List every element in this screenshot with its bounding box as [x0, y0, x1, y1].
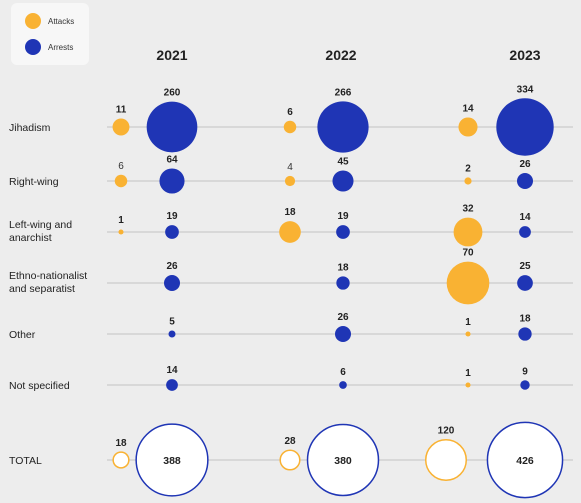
- total-arrests-value-label: 380: [334, 455, 352, 467]
- arrests-value-label: 26: [166, 261, 178, 272]
- arrests-value-label: 260: [164, 88, 181, 99]
- attacks-bubble: [112, 118, 130, 136]
- arrests-bubble: [159, 168, 185, 194]
- category-label: and separatist: [9, 283, 75, 295]
- arrests-bubble: [146, 101, 198, 153]
- arrests-bubble: [518, 327, 532, 341]
- year-header-2022: 2022: [325, 47, 356, 63]
- arrests-bubble: [339, 381, 347, 389]
- arrests-value-label: 9: [522, 366, 528, 377]
- arrests-value-label: 25: [519, 261, 531, 272]
- arrests-bubble: [336, 225, 350, 239]
- category-label: Right-wing: [9, 176, 59, 188]
- arrests-value-label: 266: [335, 87, 352, 98]
- arrests-bubble: [163, 274, 181, 292]
- arrests-bubble: [520, 380, 530, 390]
- total-arrests-bubble: [135, 423, 209, 497]
- category-label: Other: [9, 329, 36, 341]
- legend-arrests-swatch: [25, 39, 41, 55]
- attacks-bubble: [283, 120, 297, 134]
- total-arrests-value-label: 426: [516, 455, 534, 467]
- attacks-value-label: 6: [287, 107, 293, 118]
- arrests-bubble: [336, 276, 350, 290]
- attacks-value-label: 6: [118, 161, 124, 172]
- arrests-bubble: [332, 170, 354, 192]
- attacks-bubble: [458, 117, 478, 137]
- attacks-bubble: [446, 261, 490, 305]
- attacks-value-label: 32: [462, 204, 474, 215]
- total-attacks-value-label: 18: [115, 438, 127, 449]
- arrests-value-label: 14: [166, 365, 178, 376]
- attacks-bubble: [279, 221, 301, 243]
- total-arrests-value-label: 388: [163, 455, 181, 467]
- total-attacks-bubble: [279, 449, 301, 471]
- attacks-bubble: [465, 331, 471, 337]
- attacks-value-label: 14: [462, 103, 474, 114]
- attacks-value-label: 4: [287, 162, 293, 173]
- arrests-value-label: 5: [169, 316, 175, 327]
- arrests-value-label: 18: [519, 313, 531, 324]
- arrests-bubble: [519, 226, 531, 238]
- attacks-bubble: [464, 177, 472, 185]
- attacks-value-label: 2: [465, 163, 471, 174]
- legend-attacks-swatch: [25, 13, 41, 29]
- total-attacks-bubble: [112, 451, 130, 469]
- attacks-value-label: 11: [116, 105, 127, 116]
- attacks-value-label: 18: [284, 207, 296, 218]
- arrests-value-label: 64: [166, 154, 178, 165]
- attacks-bubble: [118, 229, 124, 235]
- attacks-bubble: [284, 175, 296, 187]
- category-label: Left-wing and: [9, 219, 72, 231]
- arrests-bubble: [334, 325, 352, 343]
- arrests-value-label: 26: [519, 159, 531, 170]
- arrests-value-label: 26: [337, 312, 349, 323]
- arrests-value-label: 18: [337, 262, 349, 273]
- category-label: Not specified: [9, 380, 70, 392]
- total-attacks-value-label: 28: [284, 436, 296, 447]
- attacks-bubble: [453, 217, 483, 247]
- arrests-value-label: 45: [337, 156, 349, 167]
- attacks-value-label: 70: [462, 248, 474, 259]
- total-attacks-value-label: 120: [438, 426, 455, 437]
- arrests-bubble: [168, 330, 176, 338]
- category-label: anarchist: [9, 232, 52, 244]
- category-label: Ethno-nationalist: [9, 270, 87, 282]
- arrests-bubble: [165, 225, 179, 239]
- arrests-value-label: 6: [340, 367, 346, 378]
- arrests-bubble: [317, 101, 369, 153]
- year-header-2021: 2021: [156, 47, 187, 63]
- total-arrests-bubble: [306, 423, 380, 497]
- year-header-2023: 2023: [509, 47, 540, 63]
- arrests-bubble: [516, 172, 534, 190]
- total-label: TOTAL: [9, 455, 42, 467]
- arrests-value-label: 19: [166, 211, 178, 222]
- legend-attacks-label: Attacks: [48, 17, 74, 26]
- arrests-bubble: [166, 379, 178, 391]
- attacks-bubble: [114, 174, 128, 188]
- arrests-value-label: 334: [517, 84, 534, 95]
- legend-box: [11, 3, 89, 65]
- attacks-value-label: 1: [118, 215, 124, 226]
- arrests-value-label: 19: [337, 211, 349, 222]
- total-arrests-bubble: [486, 421, 564, 499]
- attacks-bubble: [465, 382, 471, 388]
- legend-arrests-label: Arrests: [48, 43, 73, 52]
- arrests-bubble: [517, 275, 533, 291]
- category-label: Jihadism: [9, 122, 51, 134]
- arrests-value-label: 14: [519, 212, 531, 223]
- total-attacks-bubble: [424, 438, 468, 482]
- attacks-value-label: 1: [465, 317, 471, 328]
- arrests-bubble: [496, 98, 554, 156]
- attacks-value-label: 1: [465, 368, 471, 379]
